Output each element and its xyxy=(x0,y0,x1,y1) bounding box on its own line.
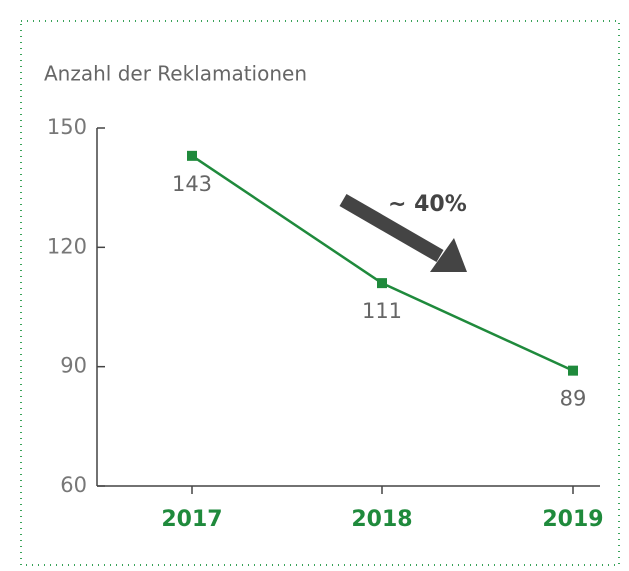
x-tick-label: 2019 xyxy=(542,507,603,532)
point xyxy=(568,365,578,376)
y-tick-label: 60 xyxy=(60,473,87,497)
annotation: ~ 40% xyxy=(388,192,467,217)
y-tick-label: 150 xyxy=(47,115,87,139)
point xyxy=(377,278,387,289)
point xyxy=(187,150,197,161)
line xyxy=(191,154,574,372)
x-tick-label: 2018 xyxy=(351,507,412,532)
data-label: 143 xyxy=(172,172,212,196)
x-tick-label: 2017 xyxy=(161,507,222,532)
data-label: 111 xyxy=(362,299,402,323)
chart-title: Anzahl der Reklamationen xyxy=(44,62,307,86)
trend-arrow xyxy=(339,193,467,272)
y-tick-label: 120 xyxy=(47,234,87,258)
y-tick-label: 90 xyxy=(60,354,87,378)
data-label: 89 xyxy=(560,387,587,411)
frame xyxy=(20,20,620,566)
